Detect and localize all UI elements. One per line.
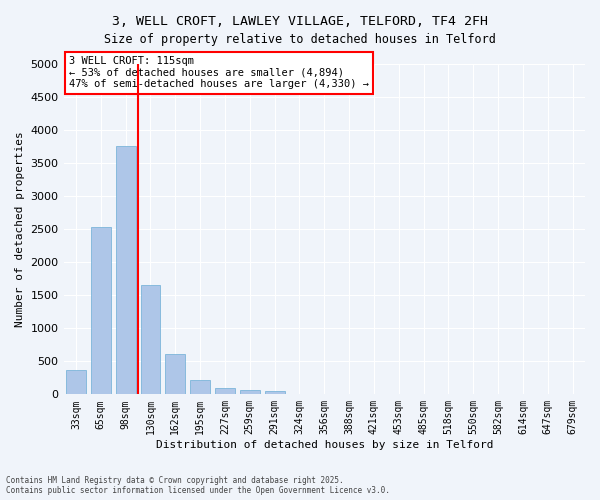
X-axis label: Distribution of detached houses by size in Telford: Distribution of detached houses by size … [155,440,493,450]
Bar [240,390,260,394]
Bar [116,146,136,394]
Y-axis label: Number of detached properties: Number of detached properties [15,132,25,327]
Bar [140,286,160,395]
Text: Size of property relative to detached houses in Telford: Size of property relative to detached ho… [104,32,496,46]
Bar [91,228,111,394]
Bar [190,380,210,394]
Bar [166,354,185,395]
Text: 3 WELL CROFT: 115sqm
← 53% of detached houses are smaller (4,894)
47% of semi-de: 3 WELL CROFT: 115sqm ← 53% of detached h… [69,56,369,90]
Bar [215,388,235,394]
Text: 3, WELL CROFT, LAWLEY VILLAGE, TELFORD, TF4 2FH: 3, WELL CROFT, LAWLEY VILLAGE, TELFORD, … [112,15,488,28]
Bar [66,370,86,394]
Text: Contains HM Land Registry data © Crown copyright and database right 2025.
Contai: Contains HM Land Registry data © Crown c… [6,476,390,495]
Bar [265,392,284,394]
